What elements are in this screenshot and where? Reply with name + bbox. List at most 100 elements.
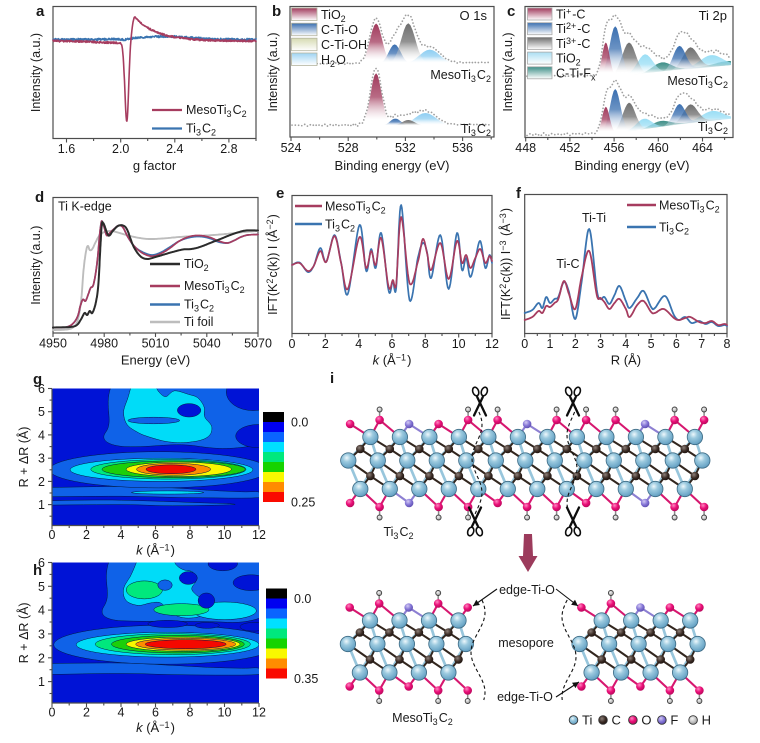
svg-text:8: 8 [422, 337, 429, 351]
svg-text:C-Ti-Fx: C-Ti-Fx [556, 66, 596, 82]
svg-text:4980: 4980 [90, 337, 118, 351]
svg-text:MesoTi3 C2: MesoTi3 C2 [659, 199, 721, 215]
svg-text:Energy (eV): Energy (eV) [121, 353, 190, 368]
svg-text:0.0: 0.0 [294, 592, 311, 606]
svg-text:g factor: g factor [133, 158, 177, 173]
svg-text:C-Ti-OH: C-Ti-OH [321, 38, 367, 52]
svg-text:Binding energy (eV): Binding energy (eV) [575, 158, 690, 173]
svg-text:10: 10 [452, 337, 466, 351]
svg-text:k (Å−1 ): k (Å−1 ) [136, 720, 175, 735]
svg-text:R + ΔR (Å): R + ΔR (Å) [16, 427, 31, 488]
svg-text:Ti3 C2: Ti3 C2 [698, 120, 729, 136]
svg-text:IFT(K2 c(k)) I (Å−2 ): IFT(K2 c(k)) I (Å−2 ) [265, 214, 280, 315]
svg-text:4: 4 [38, 428, 45, 442]
svg-text:O 1s: O 1s [460, 8, 488, 23]
svg-text:MesoTi3 C2: MesoTi3 C2 [186, 103, 248, 119]
svg-text:MesoTi3 C2: MesoTi3 C2 [667, 74, 729, 90]
svg-text:4950: 4950 [39, 337, 67, 351]
svg-text:Intensity (a.u.): Intensity (a.u.) [29, 33, 43, 112]
svg-text:TiO2: TiO2 [321, 8, 347, 24]
svg-text:Binding energy (eV): Binding energy (eV) [335, 158, 450, 173]
svg-text:Intensity (a.u.): Intensity (a.u.) [501, 32, 515, 111]
svg-text:1: 1 [547, 337, 554, 351]
svg-text:F: F [670, 713, 678, 728]
svg-text:10: 10 [218, 706, 232, 720]
svg-text:448: 448 [515, 141, 536, 155]
svg-text:e: e [276, 185, 284, 202]
svg-text:0: 0 [289, 337, 296, 351]
svg-text:g: g [33, 371, 42, 388]
svg-text:C: C [612, 713, 621, 728]
svg-text:0.0: 0.0 [291, 416, 308, 430]
svg-text:5: 5 [38, 405, 45, 419]
svg-text:2.4: 2.4 [166, 142, 183, 156]
svg-text:Ti: Ti [582, 713, 592, 728]
svg-text:6: 6 [38, 556, 45, 570]
svg-text:2: 2 [38, 475, 45, 489]
svg-text:MesoTi3 C2: MesoTi3 C2 [430, 68, 492, 84]
svg-text:c: c [507, 3, 515, 20]
svg-text:i: i [330, 370, 334, 387]
svg-text:d: d [35, 189, 44, 206]
svg-text:12: 12 [252, 528, 266, 542]
svg-text:Ti3 C2: Ti3 C2 [325, 218, 356, 234]
svg-text:Ti3 C2: Ti3 C2 [383, 525, 414, 541]
svg-text:528: 528 [338, 141, 359, 155]
svg-text:Ti 2p: Ti 2p [699, 8, 727, 23]
svg-text:8: 8 [187, 528, 194, 542]
svg-text:536: 536 [452, 141, 473, 155]
svg-text:k (Å−1 ): k (Å−1 ) [136, 543, 175, 558]
svg-text:2.8: 2.8 [220, 142, 237, 156]
svg-text:h: h [33, 562, 42, 579]
svg-text:4: 4 [622, 337, 629, 351]
svg-text:3: 3 [597, 337, 604, 351]
svg-text:O: O [641, 713, 651, 728]
svg-text:f: f [516, 185, 522, 202]
svg-text:H2 O: H2 O [321, 53, 346, 69]
svg-text:k (Å−1 ): k (Å−1 ) [373, 353, 412, 368]
svg-text:3: 3 [38, 452, 45, 466]
svg-text:1: 1 [38, 675, 45, 689]
svg-text:Intensity (a.u.): Intensity (a.u.) [266, 32, 280, 111]
svg-text:R + ΔR (Å): R + ΔR (Å) [16, 602, 31, 663]
svg-text:456: 456 [604, 141, 625, 155]
svg-text:MesoTi3 C2: MesoTi3 C2 [325, 200, 387, 216]
svg-text:532: 532 [395, 141, 416, 155]
svg-text:1: 1 [38, 498, 45, 512]
svg-text:Ti-Ti: Ti-Ti [582, 211, 606, 225]
svg-text:Ti3 C2: Ti3 C2 [659, 221, 690, 237]
svg-text:0: 0 [521, 337, 528, 351]
svg-text:2.0: 2.0 [112, 142, 129, 156]
svg-text:6: 6 [152, 528, 159, 542]
svg-text:Ti3+ -C: Ti3+ -C [556, 36, 590, 51]
svg-text:H: H [702, 713, 711, 728]
svg-text:2: 2 [83, 528, 90, 542]
svg-text:4: 4 [355, 337, 362, 351]
svg-text:mesopore: mesopore [498, 636, 554, 650]
svg-text:5: 5 [648, 337, 655, 351]
svg-text:IFT(K2 c(k)) I−3 (Å−3 ): IFT(K2 c(k)) I−3 (Å−3 ) [498, 208, 513, 320]
svg-text:C-Ti-O: C-Ti-O [321, 23, 358, 37]
svg-text:MesoTi3 C2: MesoTi3 C2 [184, 279, 246, 295]
svg-text:b: b [272, 3, 281, 20]
svg-text:7: 7 [698, 337, 705, 351]
svg-text:2: 2 [38, 651, 45, 665]
svg-text:Intensity (a.u.): Intensity (a.u.) [29, 226, 43, 305]
svg-text:edge-Ti-O: edge-Ti-O [497, 690, 553, 704]
svg-text:10: 10 [218, 528, 232, 542]
svg-text:Ti-C: Ti-C [556, 257, 579, 271]
svg-text:452: 452 [559, 141, 580, 155]
svg-text:464: 464 [692, 141, 713, 155]
svg-text:1.6: 1.6 [58, 142, 75, 156]
svg-text:TiO2: TiO2 [556, 52, 582, 68]
svg-text:6: 6 [389, 337, 396, 351]
svg-text:MesoTi3 C2: MesoTi3 C2 [392, 711, 454, 727]
svg-text:6: 6 [38, 382, 45, 396]
svg-text:5: 5 [38, 580, 45, 594]
svg-text:0.35: 0.35 [294, 672, 318, 686]
svg-text:Ti+ -C: Ti+ -C [556, 7, 585, 22]
svg-text:12: 12 [252, 706, 266, 720]
svg-text:460: 460 [648, 141, 669, 155]
svg-text:6: 6 [673, 337, 680, 351]
svg-text:Ti3 C2: Ti3 C2 [184, 298, 215, 314]
